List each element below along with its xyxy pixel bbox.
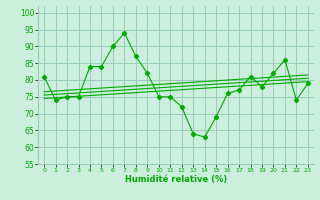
X-axis label: Humidité relative (%): Humidité relative (%) (125, 175, 227, 184)
